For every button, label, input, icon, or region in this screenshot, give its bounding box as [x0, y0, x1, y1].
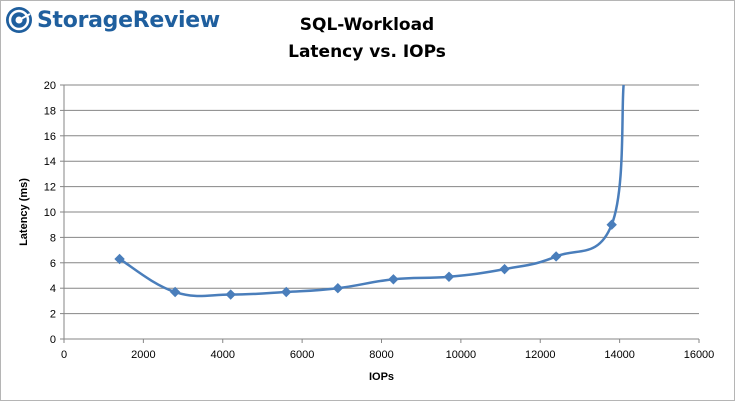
x-tick-label: 2000 [131, 349, 155, 361]
y-tick-label: 14 [44, 156, 56, 168]
x-tick-label: 10000 [446, 349, 477, 361]
data-point-marker [443, 271, 455, 282]
data-point-marker [388, 274, 399, 285]
series [114, 84, 625, 300]
data-point-marker [499, 263, 510, 275]
x-tick-label: 8000 [369, 349, 393, 361]
brand-logo: StorageReview [5, 5, 220, 35]
x-tick-label: 6000 [290, 349, 314, 361]
y-tick-label: 16 [44, 131, 56, 143]
chart-title: SQL-Workload Latency vs. IOPs [200, 12, 534, 66]
y-tick-label: 2 [50, 309, 56, 321]
data-point-marker [169, 286, 181, 298]
axes [60, 84, 700, 343]
y-tick-label: 8 [50, 232, 56, 244]
data-point-marker [281, 286, 292, 298]
chart-title-line-1: SQL-Workload [299, 15, 435, 35]
y-axis-title: Latency (ms) [18, 178, 30, 246]
data-point-marker [550, 251, 562, 262]
x-tick-labels: 0 2000 4000 6000 8000 10000 12000 14000 16000 [61, 349, 714, 361]
x-tick-label: 12000 [525, 349, 556, 361]
storagereview-logo-icon [6, 7, 32, 33]
y-tick-label: 0 [50, 334, 56, 346]
y-tick-label: 20 [44, 80, 56, 92]
data-point-marker [114, 253, 125, 265]
gridlines [64, 84, 699, 315]
data-point-marker [606, 219, 617, 230]
x-tick-label: 4000 [211, 349, 235, 361]
y-tick-label: 4 [50, 283, 56, 295]
data-point-marker [225, 289, 236, 300]
y-tick-label: 12 [44, 182, 56, 194]
y-tick-labels: 0 2 4 6 8 10 12 14 16 18 20 [44, 80, 56, 346]
x-tick-label: 16000 [684, 349, 715, 361]
x-axis-title: IOPs [369, 371, 394, 383]
y-tick-label: 6 [50, 258, 56, 270]
series-line [118, 84, 625, 298]
chart-title-line-2: Latency vs. IOPs [288, 42, 446, 62]
brand-name: StorageReview [37, 7, 220, 33]
x-tick-label: 0 [61, 349, 67, 361]
data-point-marker [332, 282, 344, 294]
y-tick-label: 18 [44, 105, 56, 117]
x-tick-label: 14000 [604, 349, 635, 361]
y-tick-label: 10 [44, 207, 56, 219]
